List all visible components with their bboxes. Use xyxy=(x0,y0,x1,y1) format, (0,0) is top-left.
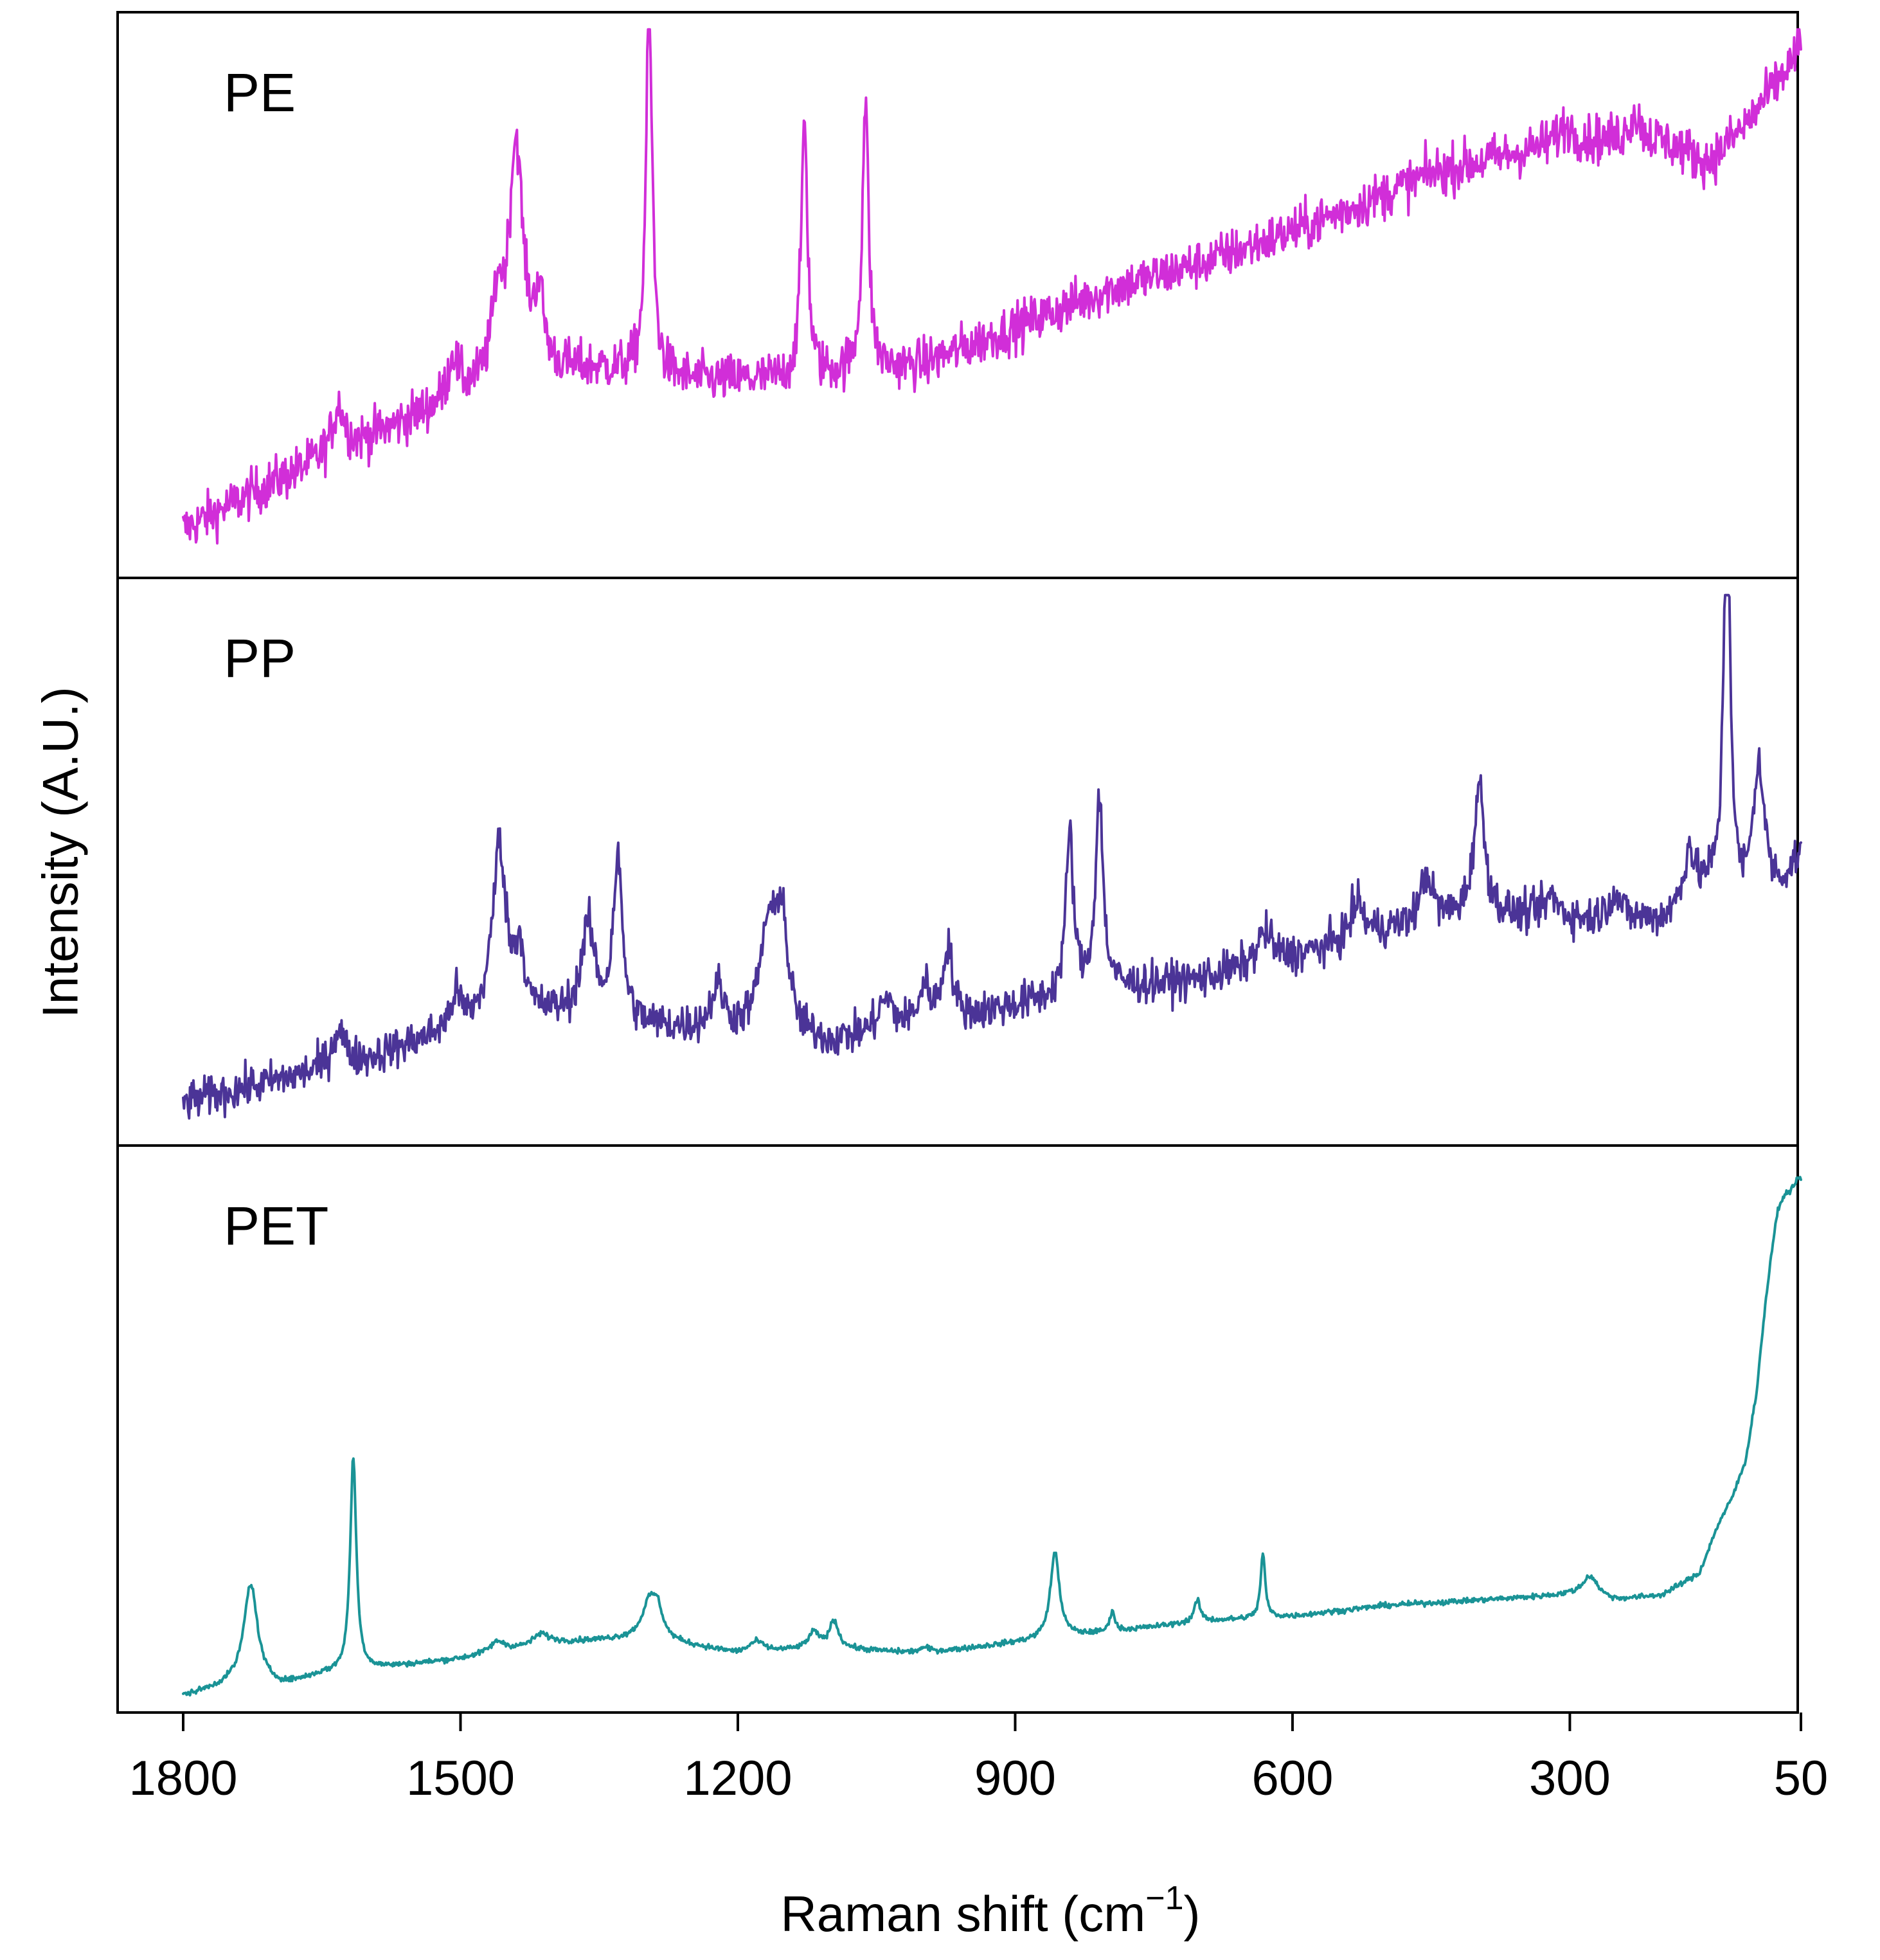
panel-label-pp: PP xyxy=(224,628,296,688)
panel-frame xyxy=(116,577,1799,1147)
panel-label-pe: PE xyxy=(224,62,296,123)
x-axis-title-exponent: −1 xyxy=(1145,1880,1183,1917)
x-axis: 1800 1500 1200 900 600 300 50 xyxy=(129,1713,1828,1806)
x-tick-label-600: 600 xyxy=(1252,1751,1334,1806)
panel-frame xyxy=(116,1144,1799,1714)
x-tick-label-300: 300 xyxy=(1529,1751,1611,1806)
x-axis-title-main: Raman shift (cm xyxy=(780,1885,1145,1942)
x-tick-label-50: 50 xyxy=(1774,1751,1829,1806)
x-axis-title: Raman shift (cm−1) xyxy=(780,1880,1200,1942)
x-tick-label-900: 900 xyxy=(974,1751,1056,1806)
panel-pet: PET xyxy=(116,1144,1802,1714)
y-axis-title: Intensity (A.U.) xyxy=(32,687,89,1018)
spectrum-line-pet xyxy=(182,1176,1802,1697)
spectrum-panels: PE PP PET xyxy=(116,11,1802,1714)
x-tick-label-1500: 1500 xyxy=(406,1751,515,1806)
spectrum-line-pe xyxy=(182,28,1802,545)
panel-pp: PP xyxy=(116,577,1802,1147)
panel-label-pet: PET xyxy=(224,1196,328,1256)
x-tick-label-1200: 1200 xyxy=(683,1751,792,1806)
panel-frame xyxy=(116,11,1799,579)
x-tick-label-1800: 1800 xyxy=(129,1751,237,1806)
panel-pe: PE xyxy=(116,11,1802,579)
x-axis-title-close: ) xyxy=(1184,1885,1201,1942)
spectrum-line-pp xyxy=(182,593,1802,1120)
